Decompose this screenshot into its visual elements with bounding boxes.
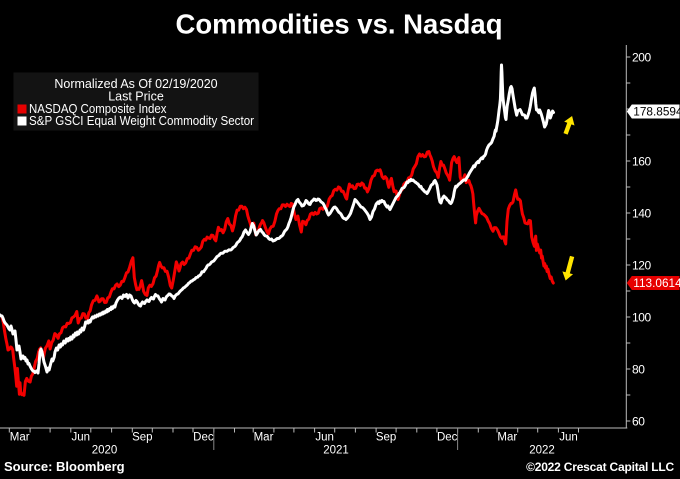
svg-text:S&P GSCI Equal Weight Commodit: S&P GSCI Equal Weight Commodity Sector (29, 114, 254, 128)
svg-text:100: 100 (632, 310, 652, 324)
svg-text:80: 80 (632, 362, 645, 376)
svg-text:2020: 2020 (92, 445, 118, 457)
svg-text:Mar: Mar (254, 431, 274, 443)
svg-text:2021: 2021 (323, 445, 349, 457)
svg-text:113.0614: 113.0614 (633, 276, 680, 290)
svg-text:Sep: Sep (132, 431, 152, 443)
svg-text:60: 60 (632, 414, 645, 428)
svg-text:Jun: Jun (72, 431, 91, 443)
svg-text:Last Price: Last Price (108, 90, 164, 104)
svg-text:160: 160 (632, 154, 652, 168)
svg-text:120: 120 (632, 258, 652, 272)
svg-text:178.8594: 178.8594 (633, 105, 680, 119)
svg-text:2022: 2022 (529, 445, 555, 457)
svg-text:NASDAQ Composite Index: NASDAQ Composite Index (29, 102, 167, 116)
svg-text:Jun: Jun (559, 431, 578, 443)
svg-text:Jun: Jun (315, 431, 334, 443)
svg-text:Dec: Dec (193, 431, 214, 443)
svg-text:140: 140 (632, 206, 652, 220)
svg-text:Dec: Dec (437, 431, 458, 443)
svg-text:Mar: Mar (10, 431, 30, 443)
svg-text:©2022 Crescat Capital LLC: ©2022 Crescat Capital LLC (526, 460, 674, 474)
svg-text:Commodities vs. Nasdaq: Commodities vs. Nasdaq (175, 9, 502, 40)
svg-text:Sep: Sep (376, 431, 396, 443)
svg-text:Mar: Mar (497, 431, 517, 443)
svg-text:Normalized As Of 02/19/2020: Normalized As Of 02/19/2020 (54, 77, 217, 91)
svg-text:200: 200 (632, 50, 652, 64)
svg-text:Source: Bloomberg: Source: Bloomberg (4, 459, 125, 474)
